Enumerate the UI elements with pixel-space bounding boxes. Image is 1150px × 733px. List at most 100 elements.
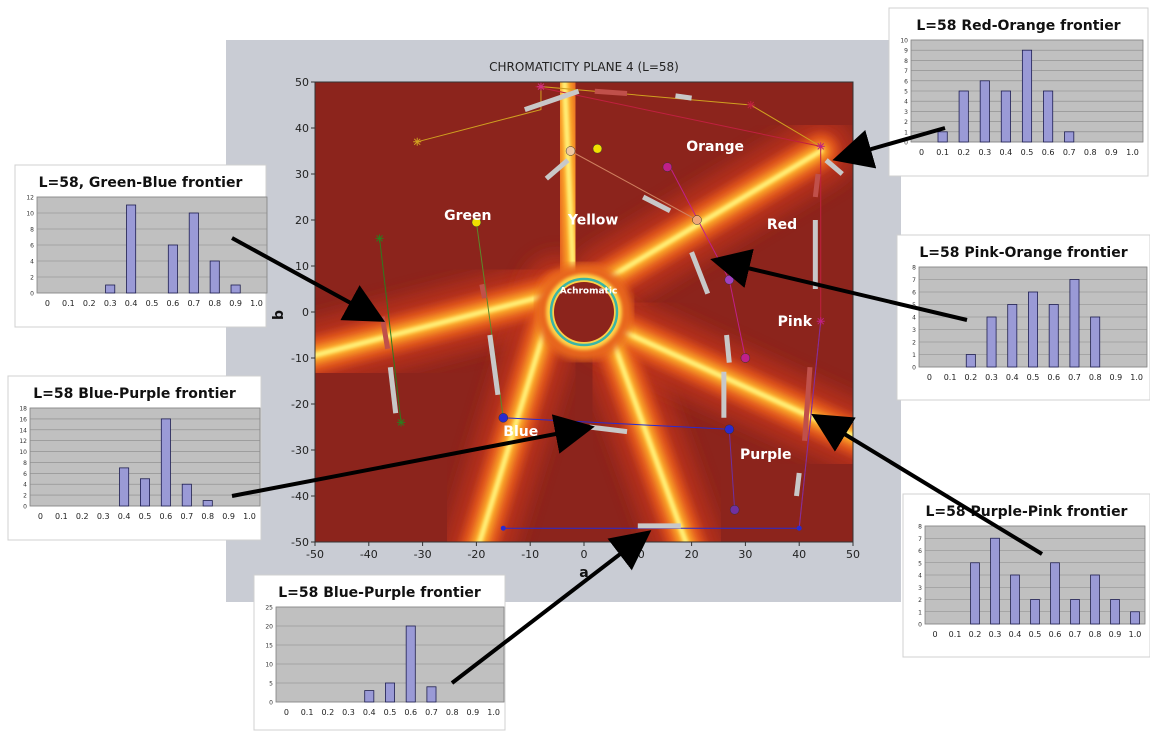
histogram-title: L=58 Blue-Purple frontier [278, 585, 481, 601]
histogram-y-tick: 8 [904, 58, 908, 65]
histogram-bar [1048, 304, 1059, 368]
histogram-x-tick: 0.4 [1000, 148, 1013, 157]
histogram-x-tick: 0.5 [1027, 373, 1040, 382]
histogram-y-tick: 3 [918, 585, 922, 592]
histogram-y-tick: 8 [30, 227, 34, 234]
histogram-y-tick: 5 [904, 89, 908, 96]
histogram-bar [1007, 304, 1018, 368]
histogram-bar [970, 562, 980, 625]
histogram-y-tick: 7 [912, 277, 916, 284]
y-tick-label: 20 [295, 214, 309, 227]
region-label-yellow: Yellow [567, 213, 619, 229]
histogram-bar [405, 625, 416, 703]
focal-point-orange [565, 146, 576, 156]
red-orange-segment [812, 173, 821, 198]
histogram-bar [105, 284, 116, 294]
purple-pink-frontier-line [798, 321, 822, 529]
histogram-bar [1110, 599, 1120, 625]
histogram-y-tick: 16 [19, 416, 27, 423]
y-tick-label: 0 [302, 306, 309, 319]
histogram-x-tick: 0.4 [125, 299, 138, 308]
green-yellow-segment [479, 283, 487, 299]
histogram-bar [1070, 599, 1080, 625]
x-tick-label: -10 [521, 548, 539, 561]
histogram-y-tick: 10 [19, 449, 27, 456]
x-tick-label: 40 [792, 548, 806, 561]
histogram-y-tick: 4 [912, 315, 916, 322]
green-star-marker [375, 234, 384, 243]
histogram-x-tick: 0.3 [985, 373, 998, 382]
histogram-y-tick: 12 [19, 438, 27, 445]
histogram-bar [181, 483, 192, 507]
histogram-bar [230, 284, 241, 294]
histogram-x-tick: 0.9 [1105, 148, 1118, 157]
histogram-x-tick: 1.0 [243, 512, 256, 521]
histogram-x-tick: 0.2 [964, 373, 977, 382]
histogram-y-tick: 1 [912, 352, 916, 359]
orange-segment [544, 158, 570, 181]
blue-purple-segment [589, 424, 628, 435]
callout-arrow [450, 530, 652, 685]
histogram-bar [1021, 49, 1033, 143]
histogram-bar [1069, 279, 1080, 368]
histogram-x-tick: 0.7 [1069, 630, 1082, 639]
yellow-segment [675, 93, 692, 101]
region-label-green: Green [444, 208, 491, 224]
heat-band-4-layer-3 [608, 332, 689, 542]
y-tick-label: -40 [291, 490, 309, 503]
histogram-bar [958, 90, 969, 143]
x-tick-label: -50 [306, 548, 324, 561]
histogram-y-tick: 2 [23, 493, 27, 500]
histogram-x-tick: 0.2 [76, 512, 89, 521]
achromatic-core [554, 282, 614, 342]
histogram-x-tick: 0.6 [1049, 630, 1062, 639]
y-axis: 50 40 30 20 10 0 -10 -20 -30 -40 -50 [291, 76, 315, 549]
histogram-y-tick: 4 [918, 573, 922, 580]
x-tick-label: -40 [360, 548, 378, 561]
histogram-x-tick: 0.8 [201, 512, 214, 521]
callout-arrows [231, 126, 1044, 685]
histogram-bar [986, 316, 997, 368]
histogram-y-tick: 10 [265, 662, 273, 669]
histogram-bar [1130, 611, 1140, 625]
histogram-bar [426, 686, 437, 703]
x-tick-label: 0 [581, 548, 588, 561]
main-chart-title: CHROMATICITY PLANE 4 (L=58) [489, 60, 679, 74]
orange-frontier-line [570, 150, 698, 221]
histogram-y-tick: 20 [265, 624, 273, 631]
histogram-x-tick: 0.4 [1006, 373, 1019, 382]
yellow-segment [524, 88, 580, 112]
green-star-marker [397, 418, 406, 427]
histogram-x-tick: 0.6 [160, 512, 173, 521]
histogram-bar [990, 537, 1000, 625]
callout-arrow [832, 126, 946, 169]
histogram-x-tick: 0.1 [55, 512, 68, 521]
histogram-y-tick: 8 [918, 524, 922, 531]
focal-point-yellow [592, 143, 603, 154]
histogram-title: L=58 Red-Orange frontier [916, 18, 1120, 34]
histogram-panel: L=58, Green-Blue frontier 12 10 8 6 4 2 0 0 0.1 0.… [14, 164, 268, 328]
histogram-y-tick: 5 [269, 681, 273, 688]
histogram-title: L=58, Green-Blue frontier [39, 175, 243, 191]
histogram-x-tick: 0.1 [62, 299, 75, 308]
histogram-bar [1028, 291, 1038, 368]
histogram-bar [979, 80, 990, 143]
x-tick-label: 10 [631, 548, 645, 561]
histogram-bar [126, 204, 137, 294]
histogram-y-tick: 7 [918, 536, 922, 543]
focal-point-pink [724, 275, 735, 285]
histogram-y-tick: 8 [23, 460, 27, 467]
x-tick-label: -30 [414, 548, 432, 561]
histogram-title: L=58 Blue-Purple frontier [33, 386, 236, 402]
pink-line [728, 279, 746, 359]
focal-point-purple [729, 505, 740, 515]
histogram-bar [160, 418, 171, 507]
achromatic-ring-cyan [549, 277, 619, 347]
region-label-blue: Blue [503, 424, 538, 440]
green-frontier-line [379, 238, 402, 423]
histogram-y-tick: 4 [30, 259, 34, 266]
histogram-y-tick: 6 [30, 243, 34, 250]
histogram-y-tick: 3 [904, 109, 908, 116]
yellow-red-segment [594, 88, 628, 96]
